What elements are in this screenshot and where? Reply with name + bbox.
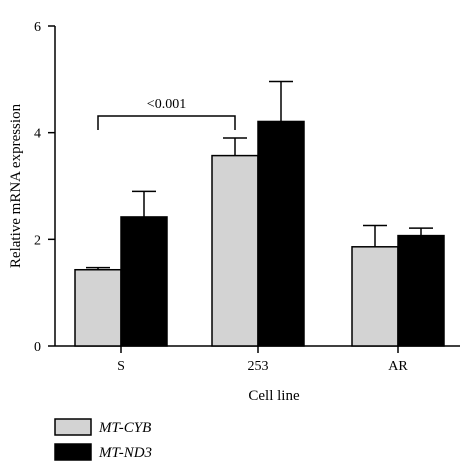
significance-label: <0.001 [147, 97, 186, 112]
x-tick-label: S [117, 359, 125, 374]
bar-mt-nd3-253 [257, 120, 305, 347]
chart-legend: MT-CYB MT-ND3 [54, 418, 152, 461]
y-tick-label: 4 [34, 127, 41, 142]
y-tick-label: 6 [34, 20, 41, 35]
legend-label-mt-cyb: MT-CYB [98, 420, 151, 436]
x-axis-title: Cell line [248, 388, 300, 404]
bar-mt-cyb-ar [351, 246, 399, 347]
bar-mt-nd3-s [120, 216, 168, 347]
legend-label-mt-nd3: MT-ND3 [98, 445, 152, 461]
bar-mt-nd3-ar [397, 234, 445, 347]
y-tick-label: 2 [34, 233, 41, 248]
legend-swatch-mt-cyb [54, 418, 92, 436]
chart-bars [74, 80, 445, 347]
y-tick-label: 0 [34, 340, 41, 355]
x-tick-label: 253 [248, 359, 269, 374]
x-tick-label: AR [388, 359, 408, 374]
legend-swatch-mt-nd3 [54, 443, 92, 461]
bar-mt-cyb-253 [211, 154, 259, 347]
bar-mt-cyb-s [74, 268, 122, 347]
significance-bracket [97, 115, 236, 130]
chart-axes: 0 2 4 6 S 253 AR Cell line Relative mRNA express… [8, 20, 460, 404]
y-axis-title: Relative mRNA expression [8, 103, 24, 268]
chart-annotations: <0.001 [97, 97, 236, 130]
